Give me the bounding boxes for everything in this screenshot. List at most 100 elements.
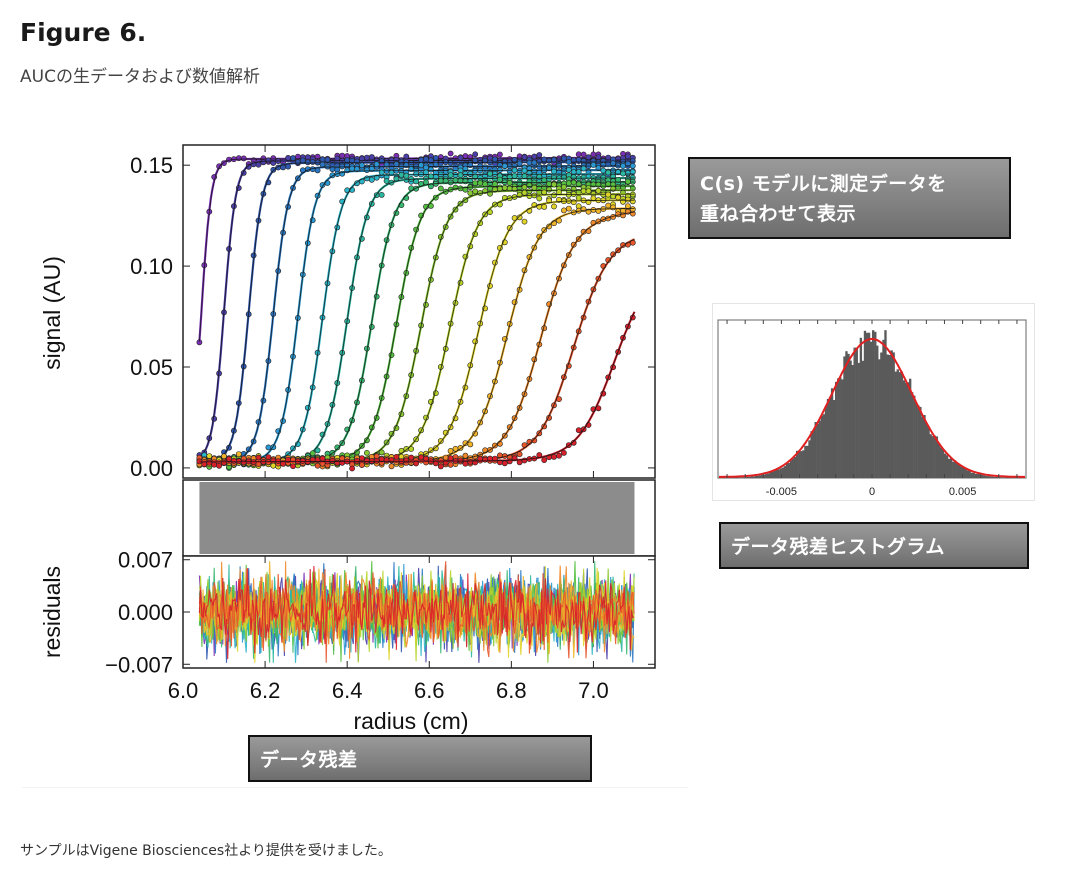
data-point: [565, 166, 572, 173]
data-point: [398, 158, 405, 165]
data-point: [432, 460, 439, 467]
data-point: [629, 158, 636, 164]
histogram-bar: [824, 406, 828, 478]
histogram-bar: [818, 420, 821, 478]
separator-line: [22, 787, 688, 788]
data-point: [354, 166, 360, 172]
histogram-bar: [752, 476, 756, 478]
data-point: [363, 167, 370, 173]
data-point: [403, 457, 410, 464]
histogram-bar: [984, 475, 988, 478]
data-point: [255, 161, 262, 168]
histogram-bar: [839, 377, 842, 478]
histogram-bar: [794, 457, 797, 478]
histogram-bar: [869, 341, 873, 478]
data-point: [629, 169, 636, 175]
data-point: [551, 174, 557, 181]
signal-series-16: [196, 311, 636, 472]
data-point: [521, 457, 528, 464]
histogram-bar: [789, 460, 793, 478]
model-fit-line: [199, 169, 635, 463]
histogram-bar: [851, 365, 854, 478]
data-point: [506, 185, 513, 192]
histogram-bar: [796, 450, 799, 478]
residuals-callout: データ残差: [248, 735, 592, 782]
data-point: [546, 180, 552, 187]
residuals-plot: 0.007 0.000 −0.007: [105, 548, 656, 677]
data-point: [580, 165, 587, 172]
data-point: [570, 174, 577, 180]
data-point: [580, 151, 587, 158]
x-axis: 6.0 6.2 6.4 6.6 6.8 7.0: [168, 145, 609, 703]
data-point: [467, 162, 474, 169]
data-point: [324, 156, 331, 163]
data-point: [423, 156, 429, 162]
data-point: [452, 172, 459, 178]
data-point: [561, 207, 567, 214]
data-point: [561, 449, 567, 456]
data-point: [423, 164, 429, 171]
data-point: [546, 197, 552, 204]
data-point: [235, 451, 242, 457]
data-point: [427, 166, 434, 173]
data-point: [521, 167, 528, 174]
histogram-bar: [763, 474, 766, 478]
histogram-bar: [771, 471, 774, 478]
data-point: [437, 160, 444, 166]
data-point: [467, 154, 474, 160]
data-point: [447, 150, 454, 157]
data-point: [467, 190, 474, 196]
data-point: [403, 153, 410, 160]
histogram-bar: [857, 362, 860, 478]
data-point: [605, 202, 612, 209]
data-point: [629, 210, 636, 217]
data-point: [378, 449, 385, 456]
data-point: [526, 159, 533, 166]
histogram-bar: [742, 477, 745, 478]
data-point: [526, 170, 533, 177]
data-point: [467, 458, 474, 465]
data-point: [427, 183, 434, 190]
x-tick-label: 6.6: [414, 678, 445, 703]
data-point: [536, 195, 543, 202]
data-point: [349, 465, 355, 472]
histogram-panel: -0.005 0 0.005: [712, 303, 1035, 501]
histogram-bar: [927, 427, 930, 478]
data-point: [472, 180, 479, 186]
data-point: [536, 152, 543, 158]
data-point: [595, 187, 602, 194]
radius-axis-label: radius (cm): [353, 708, 468, 734]
histogram-bar: [775, 469, 778, 478]
data-point: [265, 157, 272, 164]
data-point: [491, 181, 498, 187]
data-point: [491, 156, 498, 163]
data-point: [393, 453, 400, 460]
data-point: [521, 218, 528, 225]
data-point: [472, 151, 479, 158]
data-point: [629, 198, 636, 205]
data-point: [541, 177, 548, 184]
histogram-bar: [900, 371, 904, 478]
data-point: [221, 453, 227, 460]
histogram-bar: [980, 475, 984, 478]
data-point: [211, 415, 218, 422]
histogram-bar: [931, 436, 934, 478]
histogram-bar: [882, 339, 885, 478]
histogram-bar: [886, 354, 889, 478]
data-point: [551, 156, 557, 163]
histogram-bar: [787, 462, 791, 478]
data-point: [413, 171, 419, 177]
data-point: [620, 170, 626, 177]
data-point: [570, 439, 577, 446]
data-point: [467, 441, 474, 448]
histogram-bar: [929, 434, 932, 478]
data-point: [595, 154, 602, 160]
histogram-bar: [987, 476, 990, 478]
data-point: [541, 457, 548, 463]
data-point: [506, 458, 513, 465]
data-point: [595, 165, 602, 171]
data-point: [423, 179, 429, 186]
histogram-bar: [810, 431, 813, 478]
data-point: [570, 186, 577, 192]
data-point: [437, 185, 444, 192]
